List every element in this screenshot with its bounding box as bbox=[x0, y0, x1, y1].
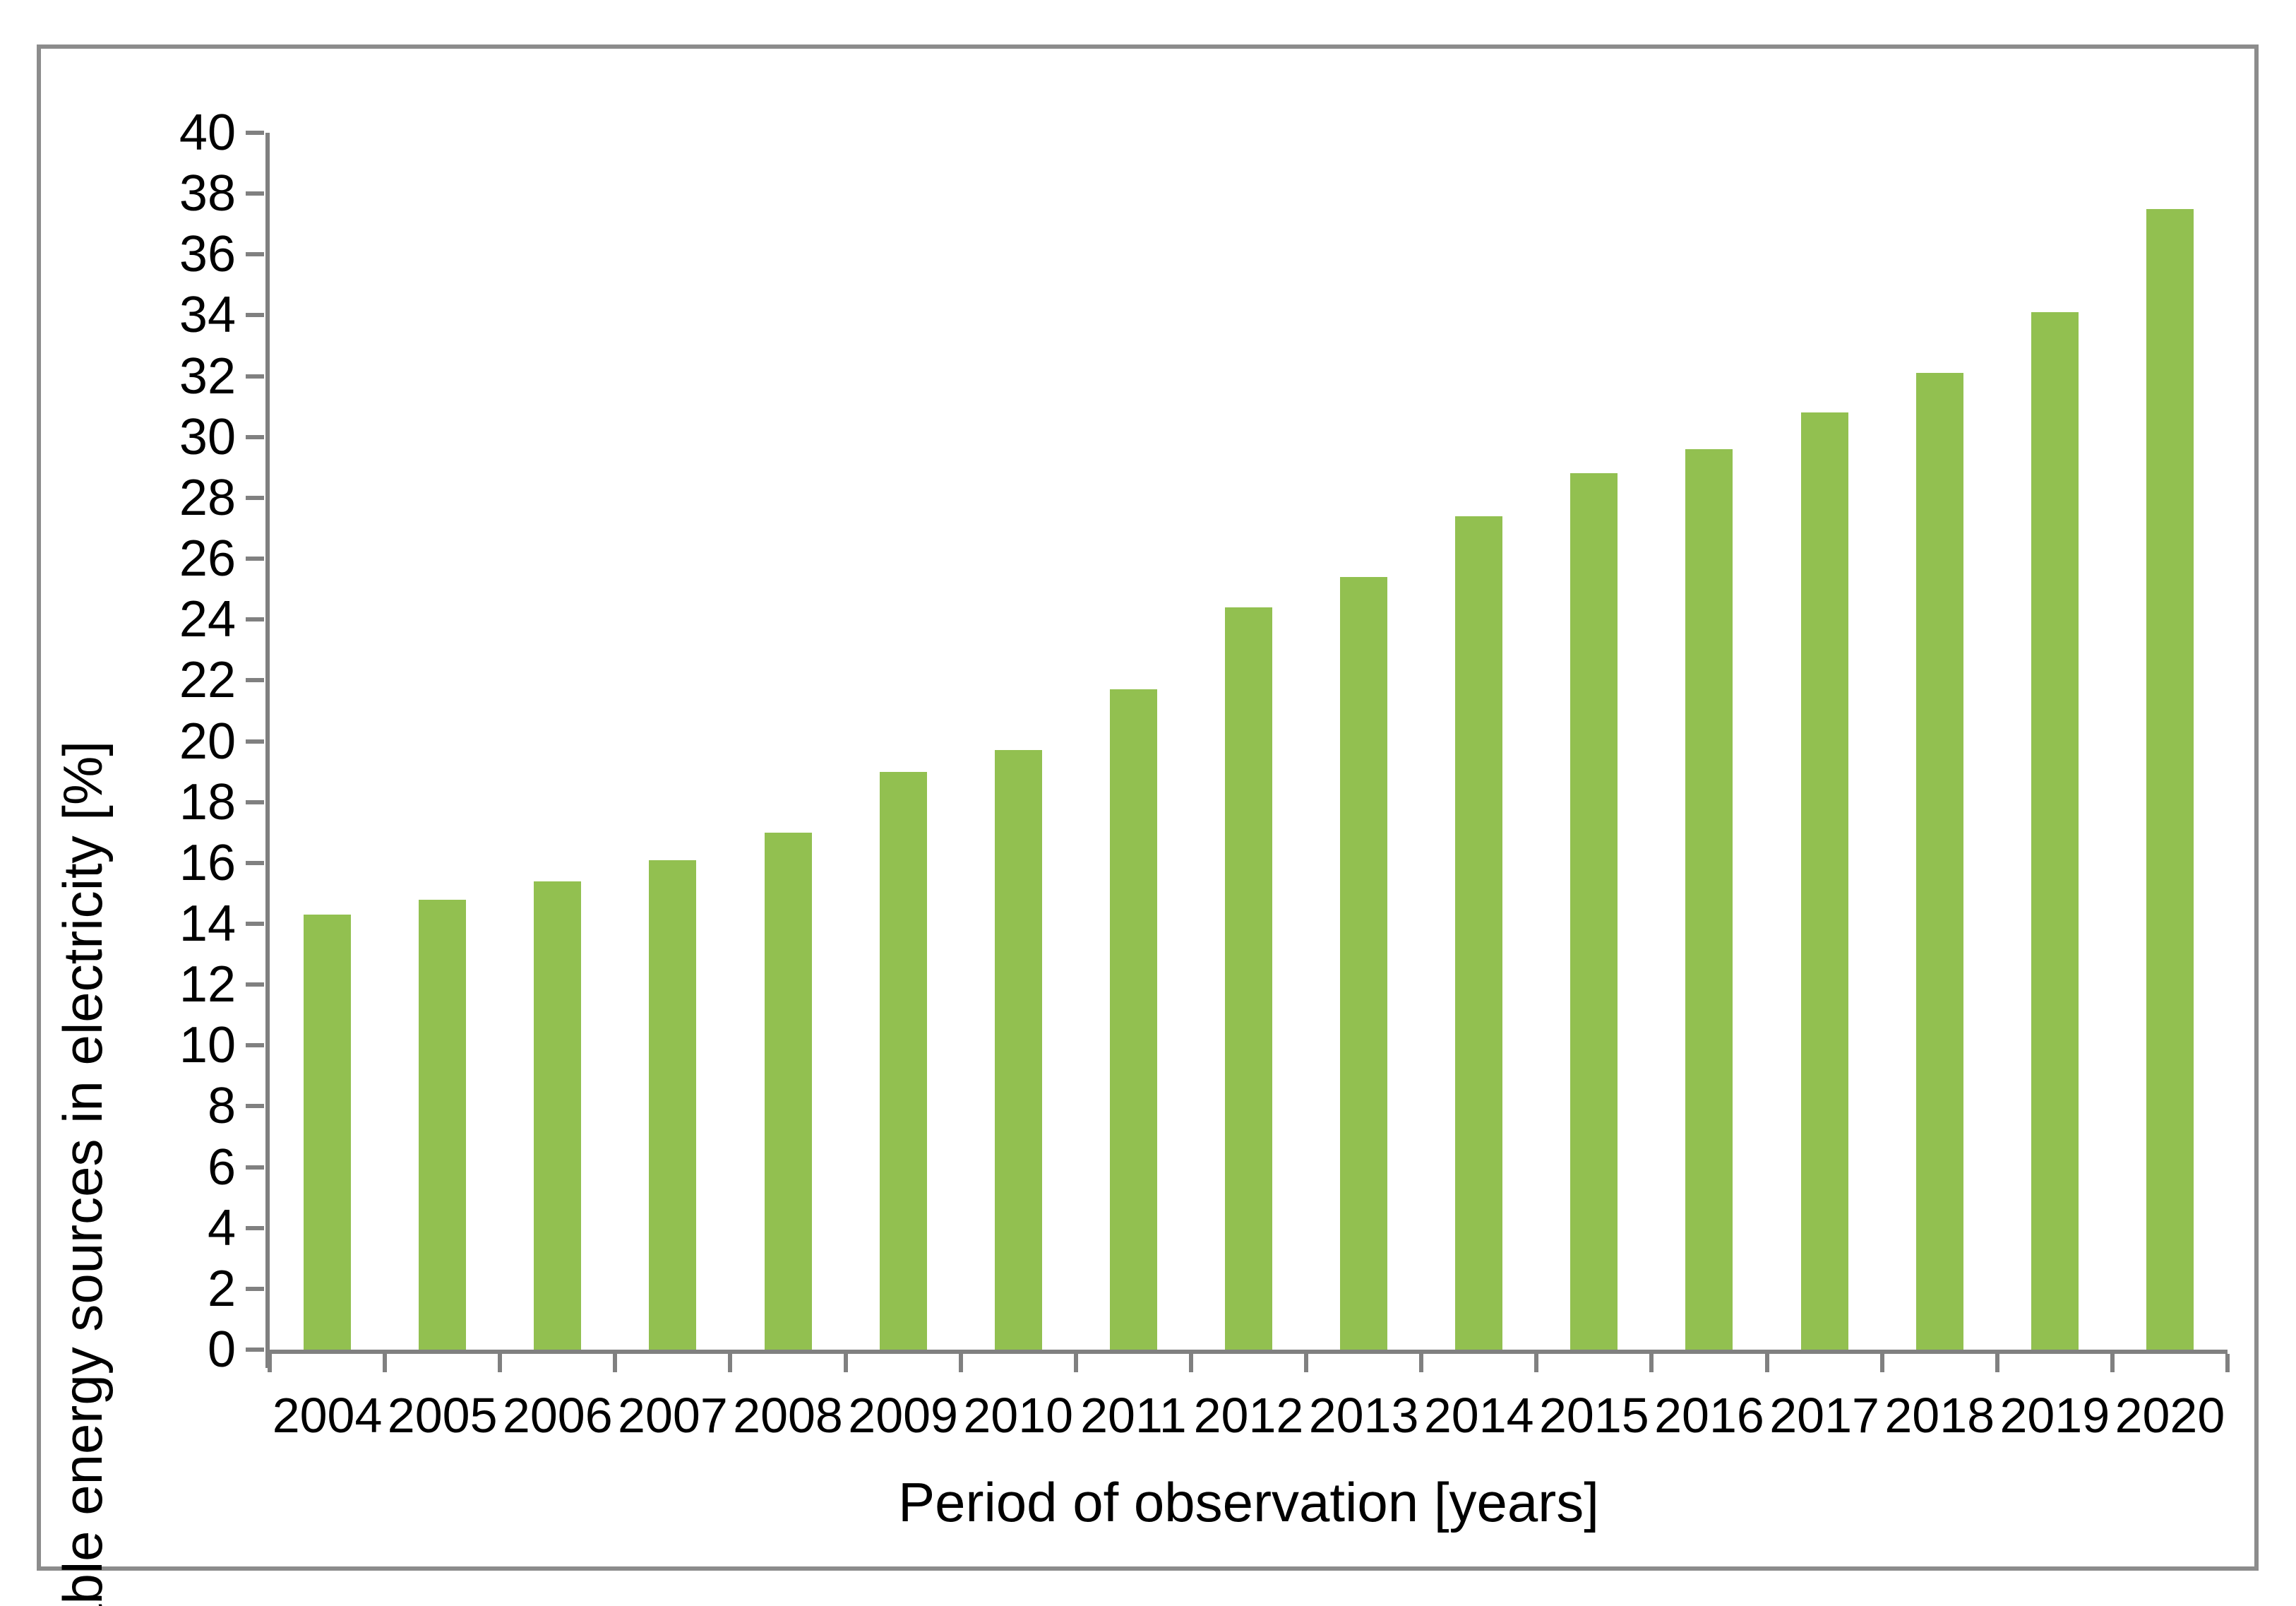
bar-2014 bbox=[1455, 516, 1503, 1350]
y-tick-34 bbox=[246, 313, 264, 318]
y-tick-12 bbox=[246, 982, 264, 987]
y-tick-38 bbox=[246, 191, 264, 196]
y-tick-label-12: 12 bbox=[179, 956, 236, 1013]
bar-2008 bbox=[764, 832, 812, 1350]
y-tick-30 bbox=[246, 434, 264, 439]
y-tick-label-4: 4 bbox=[207, 1199, 236, 1256]
y-tick-label-14: 14 bbox=[179, 895, 236, 952]
x-tick-3 bbox=[613, 1354, 618, 1372]
x-label-2012: 2012 bbox=[1193, 1388, 1304, 1443]
bar-2011 bbox=[1109, 689, 1157, 1350]
x-label-2008: 2008 bbox=[733, 1388, 843, 1443]
x-axis-line bbox=[265, 1350, 2228, 1354]
y-tick-22 bbox=[246, 678, 264, 683]
x-label-2010: 2010 bbox=[963, 1388, 1074, 1443]
x-tick-0 bbox=[268, 1354, 272, 1372]
y-tick-label-0: 0 bbox=[207, 1321, 236, 1378]
x-label-2017: 2017 bbox=[1769, 1388, 1879, 1443]
bar-2010 bbox=[994, 750, 1042, 1350]
y-tick-10 bbox=[246, 1043, 264, 1048]
x-label-2014: 2014 bbox=[1423, 1388, 1534, 1443]
y-tick-label-28: 28 bbox=[179, 469, 236, 526]
x-label-2007: 2007 bbox=[618, 1388, 728, 1443]
x-tick-10 bbox=[1419, 1354, 1424, 1372]
y-tick-18 bbox=[246, 799, 264, 804]
y-tick-2 bbox=[246, 1286, 264, 1291]
y-tick-label-20: 20 bbox=[179, 713, 236, 770]
x-tick-8 bbox=[1188, 1354, 1193, 1372]
x-tick-16 bbox=[2110, 1354, 2115, 1372]
bar-2004 bbox=[304, 915, 352, 1350]
bar-2012 bbox=[1225, 607, 1272, 1350]
x-tick-17 bbox=[2225, 1354, 2230, 1372]
y-tick-label-24: 24 bbox=[179, 591, 236, 648]
bar-2020 bbox=[2146, 208, 2194, 1350]
x-label-2018: 2018 bbox=[1884, 1388, 1995, 1443]
y-tick-32 bbox=[246, 374, 264, 379]
x-label-2004: 2004 bbox=[272, 1388, 383, 1443]
y-tick-label-40: 40 bbox=[179, 105, 236, 161]
y-tick-label-2: 2 bbox=[207, 1260, 236, 1317]
y-tick-24 bbox=[246, 617, 264, 622]
y-tick-label-16: 16 bbox=[179, 834, 236, 891]
y-tick-label-10: 10 bbox=[179, 1017, 236, 1074]
x-tick-6 bbox=[958, 1354, 963, 1372]
y-tick-label-32: 32 bbox=[179, 347, 236, 405]
x-label-2009: 2009 bbox=[848, 1388, 958, 1443]
x-tick-4 bbox=[728, 1354, 733, 1372]
x-label-2016: 2016 bbox=[1654, 1388, 1764, 1443]
y-tick-14 bbox=[246, 921, 264, 926]
plot-area: 0 2 4 6 8 10 12 14 16 18 20 22 24 26 28 30 32 34 36 38 40 200… bbox=[179, 105, 2230, 1443]
y-tick-label-26: 26 bbox=[179, 530, 236, 588]
bar-2018 bbox=[1915, 373, 1963, 1350]
y-tick-16 bbox=[246, 860, 264, 865]
x-label-2005: 2005 bbox=[387, 1388, 498, 1443]
y-tick-6 bbox=[246, 1165, 264, 1170]
bar-2007 bbox=[649, 859, 697, 1350]
x-tick-15 bbox=[1995, 1354, 1999, 1372]
x-label-2011: 2011 bbox=[1080, 1388, 1187, 1443]
y-tick-20 bbox=[246, 739, 264, 744]
x-label-2013: 2013 bbox=[1308, 1388, 1419, 1443]
x-tick-12 bbox=[1649, 1354, 1654, 1372]
y-tick-label-30: 30 bbox=[179, 408, 236, 465]
y-tick-label-22: 22 bbox=[179, 652, 236, 709]
x-tick-11 bbox=[1534, 1354, 1539, 1372]
bar-2005 bbox=[419, 899, 467, 1350]
x-label-2015: 2015 bbox=[1538, 1388, 1649, 1443]
y-tick-label-34: 34 bbox=[179, 287, 236, 344]
bar-2006 bbox=[534, 881, 582, 1350]
y-tick-label-6: 6 bbox=[207, 1138, 236, 1196]
x-tick-5 bbox=[843, 1354, 848, 1372]
x-tick-1 bbox=[383, 1354, 388, 1372]
x-tick-13 bbox=[1764, 1354, 1769, 1372]
y-tick-4 bbox=[246, 1225, 264, 1230]
x-tick-2 bbox=[498, 1354, 503, 1372]
bar-2015 bbox=[1570, 473, 1618, 1350]
bar-2009 bbox=[879, 771, 927, 1350]
x-tick-14 bbox=[1879, 1354, 1884, 1372]
x-label-2020: 2020 bbox=[2115, 1388, 2225, 1443]
y-tick-label-8: 8 bbox=[207, 1078, 236, 1135]
y-tick-label-38: 38 bbox=[179, 165, 236, 222]
x-axis-title: Period of observation [years] bbox=[898, 1471, 1599, 1533]
y-axis-line bbox=[265, 133, 270, 1368]
x-tick-9 bbox=[1304, 1354, 1309, 1372]
x-label-2019: 2019 bbox=[1999, 1388, 2110, 1443]
y-tick-40 bbox=[246, 131, 264, 135]
y-tick-label-36: 36 bbox=[179, 226, 236, 283]
y-tick-26 bbox=[246, 557, 264, 561]
y-tick-0 bbox=[246, 1348, 264, 1352]
bar-2019 bbox=[2031, 312, 2079, 1350]
y-tick-36 bbox=[246, 252, 264, 257]
bar-2017 bbox=[1800, 412, 1848, 1350]
bar-2013 bbox=[1340, 576, 1388, 1350]
y-tick-8 bbox=[246, 1104, 264, 1109]
y-tick-label-18: 18 bbox=[179, 773, 236, 831]
bar-2016 bbox=[1685, 448, 1733, 1350]
x-label-2006: 2006 bbox=[502, 1388, 613, 1443]
y-tick-28 bbox=[246, 495, 264, 500]
x-tick-7 bbox=[1073, 1354, 1078, 1372]
